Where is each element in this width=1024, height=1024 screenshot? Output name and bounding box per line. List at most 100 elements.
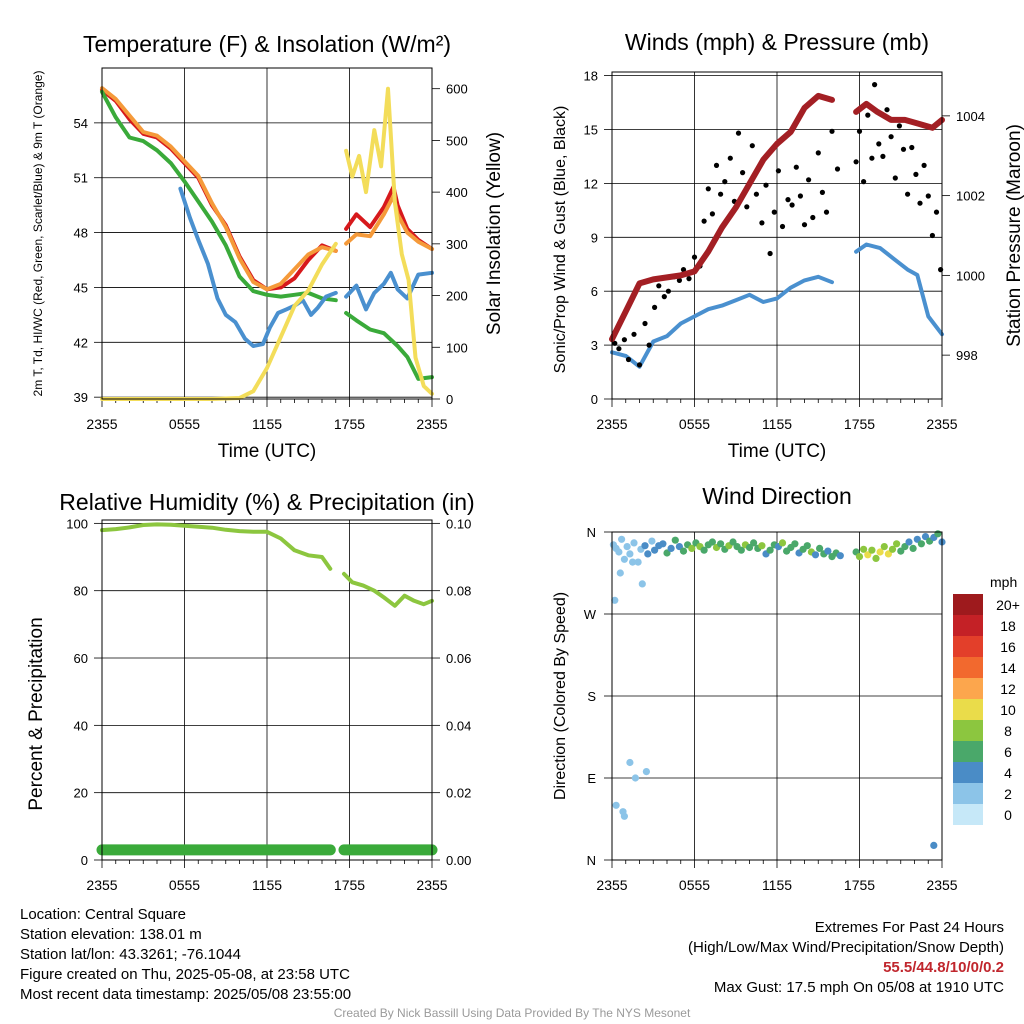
y-tick-label: 48 — [74, 226, 88, 241]
gust-point — [793, 164, 799, 170]
direction-point — [642, 768, 651, 776]
right-tick-label: 0 — [446, 392, 453, 407]
direction-point — [638, 580, 646, 588]
series-line-3 — [100, 89, 434, 381]
panel-3: 2355 0555 1155 1755 2355 Relative Humidity (%… — [26, 489, 475, 893]
gust-point — [642, 320, 648, 327]
y-tick-label: 18 — [584, 69, 598, 84]
y-tick-label: 51 — [74, 171, 88, 186]
y-axis-label-right: Solar Insolation (Yellow) — [484, 132, 505, 335]
direction-point — [626, 550, 634, 558]
panel-1: 2355 0555 1155 1755 2355 Temperature (F) & In… — [31, 31, 505, 462]
gust-point — [884, 107, 890, 113]
chart-title: Wind Direction — [702, 483, 852, 509]
direction-point — [641, 542, 649, 550]
y-tick-label: S — [587, 689, 596, 704]
legend-swatch — [953, 762, 983, 783]
series-line-1 — [100, 522, 434, 608]
direction-point — [888, 545, 897, 553]
credit-line: Created By Nick Bassill Using Data Provi… — [333, 1006, 691, 1020]
right-tick-label: 0.04 — [446, 718, 471, 733]
legend-swatch — [953, 804, 983, 825]
x-tick-label: 1755 — [334, 877, 365, 893]
gust-point — [612, 340, 618, 346]
y-tick-label: E — [587, 771, 596, 786]
x-tick-label: 1155 — [762, 877, 792, 893]
direction-point — [876, 548, 884, 556]
legend-swatch — [953, 678, 983, 699]
direction-point — [766, 546, 774, 554]
direction-point — [708, 538, 717, 546]
legend-label: 0 — [1004, 807, 1012, 823]
direction-point — [860, 545, 868, 553]
legend-swatch — [953, 699, 983, 720]
gust-point — [888, 134, 894, 140]
x-tick-label: 2355 — [86, 416, 117, 432]
legend-swatch — [953, 594, 983, 615]
gust-point — [686, 276, 692, 282]
gust-point — [856, 128, 863, 134]
extremes-panel: Extremes For Past 24 Hours (High/Low/Max… — [688, 918, 1004, 998]
direction-point — [700, 546, 708, 554]
x-tick-label: 1155 — [252, 416, 282, 432]
max-gust: Max Gust: 17.5 mph On 05/08 at 1910 UTC — [713, 979, 1004, 996]
right-tick-label: 1000 — [956, 268, 985, 283]
legend-label: 4 — [1004, 765, 1012, 781]
gust-point — [865, 112, 871, 118]
x-tick-label: 1155 — [762, 416, 792, 432]
direction-point — [901, 543, 909, 551]
direction-point — [634, 558, 642, 566]
direction-point — [620, 555, 629, 563]
x-axis-label: Time (UTC) — [218, 441, 317, 462]
y-tick-label: 3 — [591, 338, 598, 353]
legend-label: 2 — [1004, 786, 1012, 802]
direction-point — [893, 540, 901, 548]
gust-point — [713, 162, 720, 168]
direction-point — [667, 544, 675, 553]
right-tick-label: 0.00 — [446, 853, 471, 868]
right-tick-label: 998 — [956, 348, 978, 363]
gust-point — [861, 179, 867, 185]
gust-point — [625, 356, 632, 363]
gust-point — [763, 182, 769, 188]
gust-point — [744, 204, 750, 210]
gust-point — [759, 220, 765, 226]
direction-point — [659, 540, 667, 548]
y-tick-label: 0 — [591, 392, 598, 407]
gust-point — [771, 209, 777, 215]
y-tick-label: 60 — [74, 651, 88, 666]
direction-point — [623, 543, 631, 551]
x-tick-label: 2355 — [86, 877, 117, 893]
right-tick-label: 100 — [446, 340, 468, 355]
direction-point — [880, 543, 888, 551]
gust-point — [676, 277, 683, 283]
direction-point — [611, 596, 619, 604]
direction-point — [729, 538, 737, 546]
y-axis-label: Direction (Colored By Speed) — [552, 592, 569, 800]
plot-border — [101, 67, 433, 400]
y-tick-label: N — [587, 853, 596, 868]
direction-point — [717, 540, 725, 548]
extremes-title: Extremes For Past 24 Hours — [814, 919, 1004, 936]
gust-point — [636, 362, 643, 368]
y-tick-label: 6 — [591, 284, 598, 299]
legend-title: mph — [990, 574, 1017, 590]
y-axis-label-left: Sonic/Prop Wind & Gust (Blue, Black) — [552, 106, 569, 374]
y-tick-label: 80 — [74, 584, 88, 599]
direction-point — [688, 544, 696, 553]
gust-point — [621, 337, 628, 343]
direction-point — [745, 543, 754, 552]
right-tick-label: 0.08 — [446, 584, 471, 599]
legend-label: 8 — [1004, 723, 1012, 739]
station-info: Location: Central Square Station elevati… — [20, 905, 351, 1005]
right-tick-label: 500 — [446, 133, 468, 148]
gust-point — [933, 209, 940, 215]
gust-point — [829, 128, 835, 134]
gust-point — [646, 342, 652, 348]
right-tick-label: 400 — [446, 185, 468, 200]
y-tick-label: 20 — [74, 786, 88, 801]
gust-point — [616, 346, 622, 352]
plot-border — [611, 71, 943, 400]
gust-point — [779, 223, 786, 230]
